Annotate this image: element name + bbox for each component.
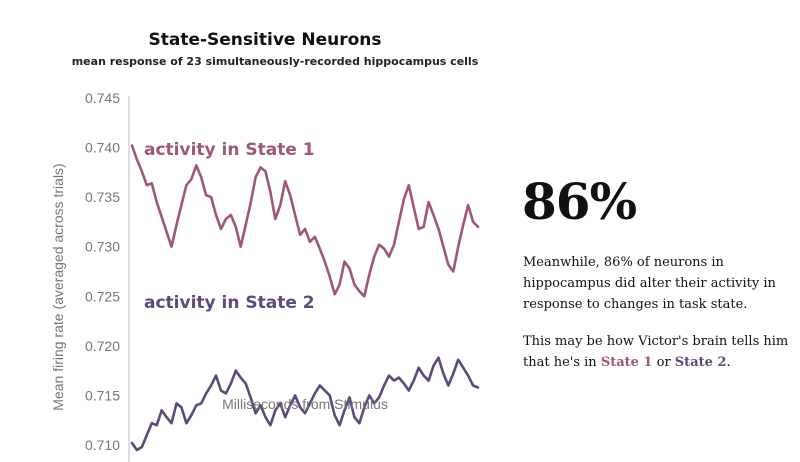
state-1-highlight: State 1 — [600, 355, 653, 370]
y-tick-label: 0.710 — [85, 437, 120, 453]
series-label-2: activity in State 2 — [144, 293, 315, 313]
y-tick-label: 0.725 — [85, 288, 120, 304]
series-label-1: activity in State 1 — [144, 140, 315, 160]
chart-subtitle: mean response of 23 simultaneously-recor… — [71, 55, 479, 68]
y-tick-label: 0.735 — [85, 189, 120, 205]
callout-text-middle: or — [652, 355, 675, 370]
callout-text-before: This may be how Victor's brain tells him… — [523, 334, 789, 370]
y-tick-label: 0.745 — [85, 90, 120, 106]
chart-title: State-Sensitive Neurons — [148, 30, 382, 50]
callout-text-after: . — [726, 355, 731, 370]
big-percent-stat: 86% — [522, 172, 637, 231]
state-2-highlight: State 2 — [674, 355, 727, 370]
y-tick-label: 0.715 — [85, 387, 120, 403]
y-tick-label: 0.730 — [85, 239, 120, 255]
series-line-2 — [130, 356, 480, 452]
y-axis-label: Mean firing rate (averaged across trials… — [50, 163, 66, 410]
x-axis-label: Milliseconds from Stimulus — [222, 396, 388, 412]
y-tick-label: 0.720 — [85, 338, 120, 354]
callout-paragraph-2: This may be how Victor's brain tells him… — [523, 331, 798, 373]
y-tick-label: 0.740 — [85, 140, 120, 156]
callout-paragraph-1: Meanwhile, 86% of neurons in hippocampus… — [523, 255, 776, 312]
series-line-1 — [130, 144, 480, 298]
